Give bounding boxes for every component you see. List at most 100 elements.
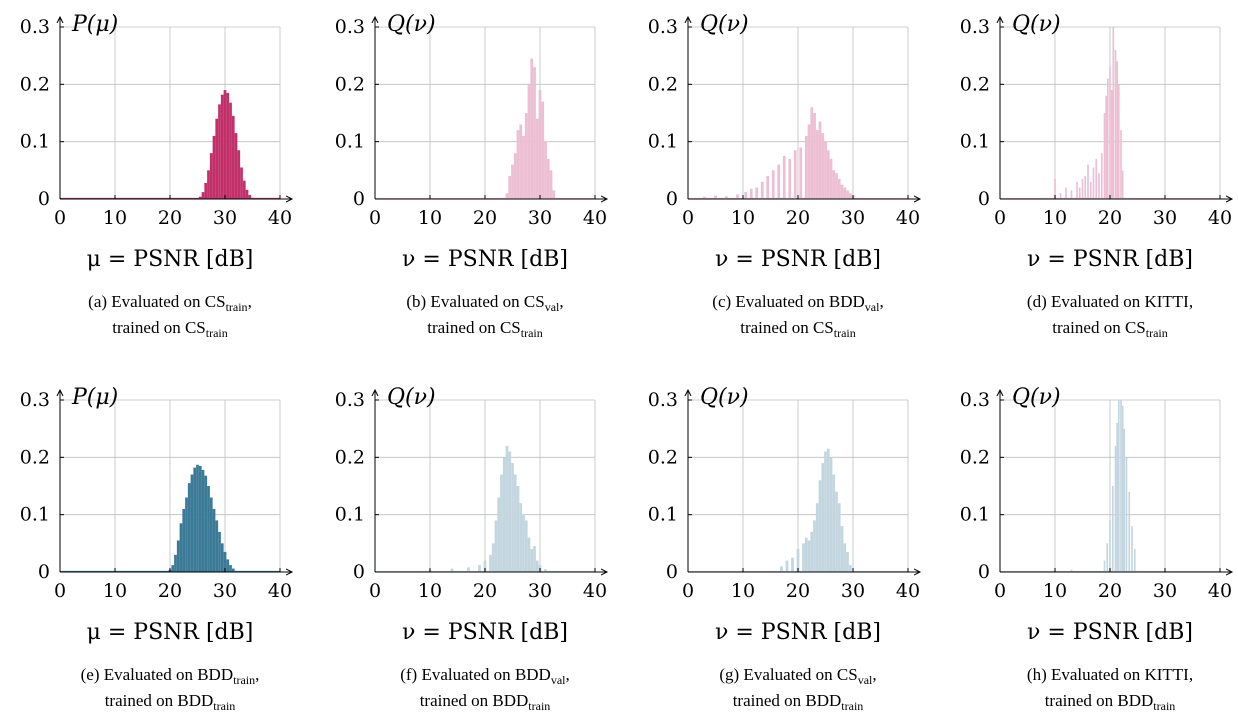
x-tick-label: 30	[1153, 207, 1177, 229]
x-tick-label: 30	[1153, 580, 1177, 602]
histogram-bar	[519, 503, 523, 572]
histogram-bar	[846, 551, 849, 572]
histogram-bar	[234, 133, 238, 199]
histogram-bar	[804, 135, 808, 199]
histogram-bar	[223, 90, 227, 199]
histogram-bar	[826, 448, 830, 572]
histogram-bar	[760, 181, 764, 199]
x-tick-label: 20	[786, 207, 810, 229]
x-tick-label: 10	[1043, 207, 1067, 229]
histogram-bar	[511, 463, 514, 572]
histogram-bar	[799, 147, 803, 199]
histogram-bar	[1133, 549, 1136, 572]
histogram-bar	[516, 130, 520, 199]
caption-line-1: (f) Evaluated on BDDval,	[400, 665, 570, 687]
y-tick-label: 0.2	[335, 73, 365, 95]
y-axis-label: Q(ν)	[1012, 385, 1061, 410]
histogram-bar	[541, 101, 545, 199]
y-tick-label: 0.1	[335, 131, 365, 153]
caption-line-1: (c) Evaluated on BDDval,	[712, 292, 883, 314]
y-tick-label: 0.3	[648, 389, 678, 411]
histogram-bar	[530, 58, 534, 200]
histogram-bar	[527, 537, 531, 572]
histogram-bar	[818, 480, 822, 572]
histogram-bar	[1120, 130, 1122, 199]
histogram-bar	[848, 565, 852, 572]
y-axis-label: Q(ν)	[387, 385, 436, 410]
histogram-bar	[788, 158, 792, 199]
histogram-bar	[1125, 457, 1128, 572]
y-tick-label: 0.1	[335, 504, 365, 526]
histogram-bar	[766, 176, 770, 199]
histogram-bar	[226, 559, 230, 572]
x-tick-label: 10	[103, 207, 127, 229]
y-tick-label: 0.3	[648, 16, 678, 38]
y-tick-label: 0	[38, 188, 50, 210]
y-axis-label: Q(ν)	[700, 12, 749, 37]
histogram-bar	[535, 560, 539, 572]
histogram-bar	[1114, 49, 1117, 199]
histogram-bar	[755, 187, 759, 199]
x-axis-label: ν = PSNR [dB]	[715, 620, 881, 645]
histogram-bar	[1121, 405, 1124, 572]
y-tick-label: 0.1	[648, 131, 678, 153]
histogram-bar	[535, 118, 539, 199]
histogram-bar	[223, 551, 227, 572]
y-tick-label: 0.2	[335, 446, 365, 468]
histogram-bar	[813, 113, 816, 199]
histogram-bar	[538, 90, 542, 199]
histogram-bar	[478, 565, 481, 572]
histogram-bar	[813, 520, 816, 572]
histogram-bar	[829, 158, 833, 199]
histogram-bar	[226, 92, 230, 199]
histogram-bar	[810, 531, 814, 572]
caption-line-2: trained on CStrain	[740, 318, 856, 340]
histogram-bar	[220, 94, 224, 199]
histogram-bar	[231, 568, 235, 572]
histogram-bar	[212, 135, 216, 199]
y-tick-label: 0.2	[20, 446, 50, 468]
histogram-bar	[771, 170, 775, 199]
x-tick-label: 40	[268, 207, 292, 229]
y-tick-label: 0.2	[648, 73, 678, 95]
histogram-bar	[1114, 445, 1117, 572]
histogram-bar	[1123, 428, 1126, 572]
y-tick-label: 0	[666, 561, 678, 583]
histogram-bar	[207, 486, 210, 572]
histogram-bar	[1076, 181, 1078, 199]
histogram-bar	[204, 182, 208, 199]
y-tick-label: 0	[38, 561, 50, 583]
histogram-bar	[215, 520, 219, 572]
x-axis-label: ν = PSNR [dB]	[402, 620, 568, 645]
histogram-bar	[491, 543, 495, 572]
histogram-bar	[835, 173, 838, 199]
caption-line-1: (a) Evaluated on CStrain,	[88, 292, 252, 314]
histogram-bar	[524, 520, 528, 572]
histogram-bar	[1105, 95, 1107, 199]
histogram-bar	[198, 196, 202, 199]
histogram-bar	[494, 520, 498, 572]
histogram-bar	[552, 190, 556, 199]
histogram-bar	[1112, 27, 1115, 199]
histogram-bar	[835, 491, 838, 572]
caption-line-1: (e) Evaluated on BDDtrain,	[81, 665, 260, 687]
chart-a: 0 10 20 30 40 0 0.1 0.2 0.3 P(μ) μ = PSNR [dB] (a) …	[20, 12, 292, 340]
x-tick-label: 20	[473, 207, 497, 229]
chart-e: 0 10 20 30 40 0 0.1 0.2 0.3 P(μ) μ = PSNR [dB] (e) …	[20, 385, 292, 713]
x-tick-label: 30	[528, 580, 552, 602]
histogram-bar	[505, 445, 509, 572]
y-tick-label: 0	[978, 561, 990, 583]
x-axis-label: ν = PSNR [dB]	[1027, 620, 1193, 645]
y-tick-label: 0.1	[648, 504, 678, 526]
histogram-bar	[201, 469, 205, 572]
histogram-bar	[242, 180, 246, 199]
histogram-bar	[1103, 113, 1106, 199]
histogram-bar	[198, 465, 202, 572]
histogram-bar	[185, 497, 188, 572]
histogram-bar	[489, 554, 492, 572]
x-tick-label: 0	[54, 580, 66, 602]
caption-line-2: trained on CStrain	[112, 318, 228, 340]
histogram-bar	[179, 523, 183, 572]
caption-line-1: (d) Evaluated on KITTI,	[1027, 292, 1193, 311]
